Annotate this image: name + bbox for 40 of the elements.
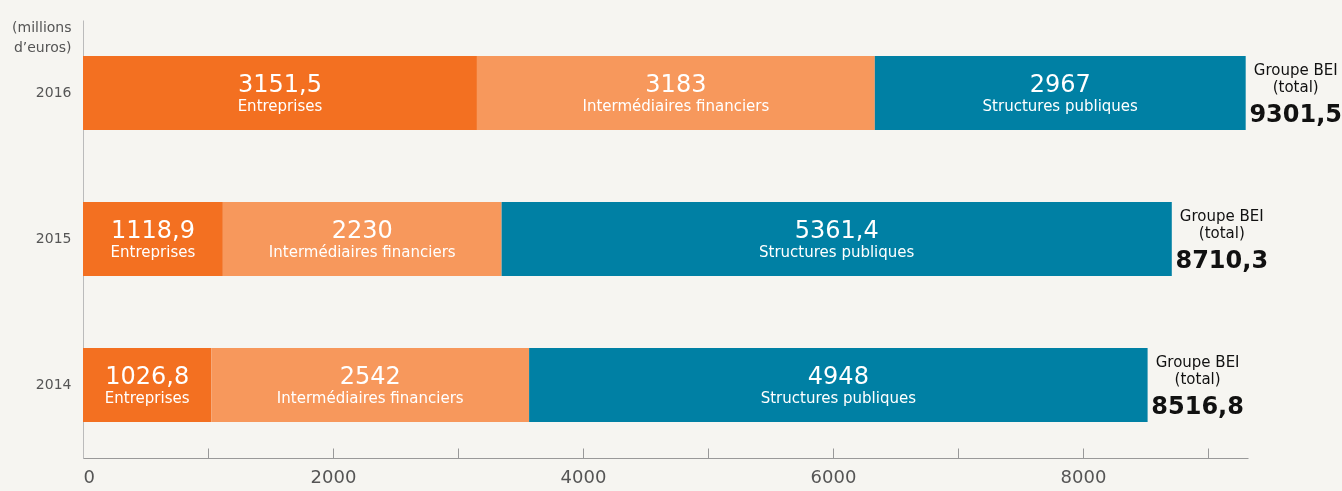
series-label: Structures publiques (982, 97, 1139, 115)
data-label: 2967 (1029, 70, 1091, 98)
text: Entreprises (110, 243, 196, 261)
x-tick-label: 0 (83, 465, 95, 487)
text: Entreprises (104, 389, 190, 407)
data-label: 1026,8 (105, 362, 190, 390)
data-label: 3151,5 (237, 70, 322, 98)
annotation: Groupe BEI (total) (1253, 61, 1338, 96)
y-tick-label: 2015 (35, 230, 72, 246)
y-tick-label: 2014 (35, 376, 72, 392)
bar (211, 348, 530, 422)
annotation: Groupe BEI (total) (1155, 353, 1240, 388)
x-tick-label: 4000 (560, 465, 607, 487)
x-tick-label: 6000 (810, 465, 857, 487)
bar (529, 348, 1148, 422)
text: Structures publiques (760, 389, 917, 407)
text: Intermédiaires financiers (276, 389, 464, 407)
bar (83, 56, 477, 130)
bar (501, 202, 1172, 276)
series-label: Entreprises (237, 97, 323, 115)
data-label: 2542 (339, 362, 401, 390)
bar (874, 56, 1246, 130)
x-tick-label: 8000 (1060, 465, 1107, 487)
total-label: 9301,5 (1249, 100, 1342, 128)
data-label: 4948 (807, 362, 869, 390)
bar (222, 202, 502, 276)
text: Structures publiques (759, 243, 915, 261)
x-axis-title: (millions d’euros) (12, 18, 72, 55)
text: Intermédiaires financiers (268, 243, 456, 261)
total-label: 8710,3 (1175, 246, 1269, 274)
data-label: 5361,4 (794, 216, 879, 244)
data-label: 3183 (645, 70, 707, 98)
bar (476, 56, 875, 130)
series-label: Intermédiaires financiers (582, 97, 770, 115)
annotation: Groupe BEI (total) (1179, 207, 1264, 242)
y-tick-label: 2016 (35, 84, 72, 100)
data-label: 1118,9 (110, 216, 195, 244)
x-tick-label: 2000 (310, 465, 357, 487)
data-label: 2230 (331, 216, 393, 244)
total-label: 8516,8 (1151, 392, 1244, 420)
